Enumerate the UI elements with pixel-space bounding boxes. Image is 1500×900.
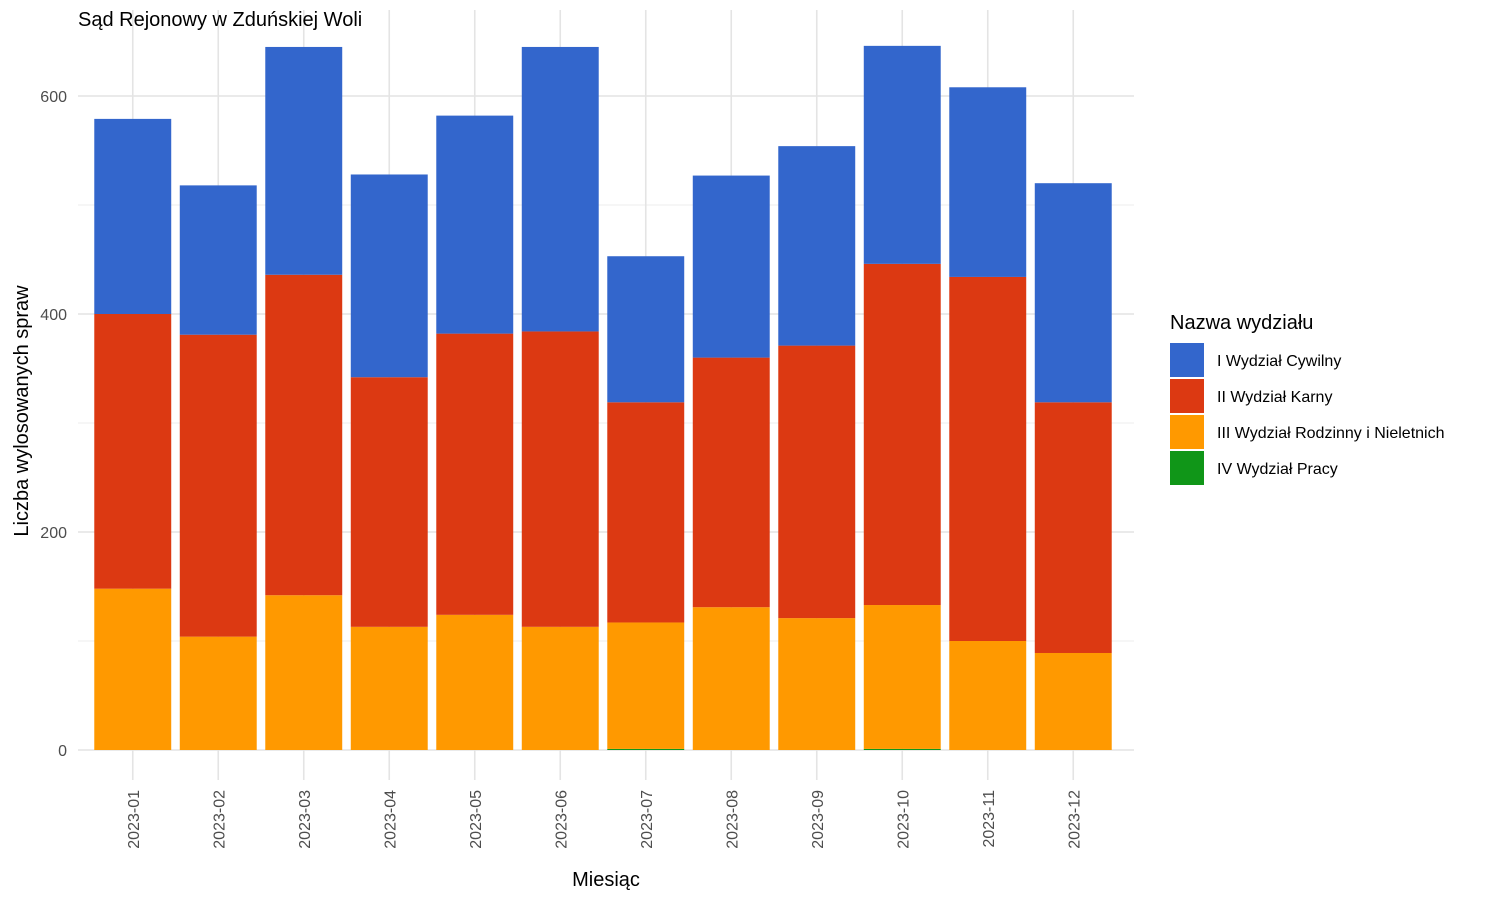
bar-segment [863,605,941,749]
x-tick-label: 2023-05 [468,790,485,849]
legend-swatch [1170,379,1204,413]
bar-segment [350,377,428,627]
bar-segment [778,345,856,619]
bar-segment [1034,402,1112,653]
legend-entry-label: II Wydział Karny [1217,389,1332,406]
bar-segment [179,334,257,637]
legend-entry-label: IV Wydział Pracy [1217,461,1338,478]
x-axis-label: Miesiąc [572,869,640,891]
bar-segment [436,614,514,750]
bar-segment [863,45,941,264]
x-tick-label: 2023-06 [553,790,570,849]
bar-segment [94,314,172,589]
bar-segment [521,46,599,332]
bar-segment [350,174,428,378]
bar-segment [692,357,770,608]
bar-segment [436,333,514,615]
bar-segment [94,588,172,750]
x-tick-labels: 2023-01 2023-02 2023-03 2023-04 2023-05 2023-… [126,790,1084,849]
x-tick-label: 2023-08 [724,790,741,849]
bar-segment [607,748,685,750]
x-tick-label: 2023-02 [211,790,228,849]
bar-segment [949,87,1027,277]
bar-segment [1034,183,1112,403]
legend-swatch [1170,415,1204,449]
y-tick-label: 0 [58,743,67,760]
bars [94,45,1112,750]
legend-entry-label: I Wydział Cywilny [1217,353,1341,370]
bar-segment [778,618,856,750]
bar-segment [179,185,257,335]
x-tick-label: 2023-04 [382,790,399,849]
bar-segment [94,118,172,314]
bar-segment [179,636,257,750]
y-tick-label: 200 [40,525,67,542]
bar-segment [692,607,770,750]
bar-segment [521,331,599,627]
bar-segment [863,748,941,750]
bar-segment [607,402,685,623]
x-tick-label: 2023-10 [895,790,912,849]
chart-title: Sąd Rejonowy w Zduńskiej Woli [78,9,362,31]
y-tick-label: 600 [40,89,67,106]
bar-segment [949,641,1027,750]
bar-segment [1034,652,1112,750]
bar-segment [436,115,514,334]
bar-segment [521,626,599,750]
y-tick-labels: 0 200 400 600 [40,89,67,760]
bar-segment [778,146,856,346]
x-tick-label: 2023-12 [1066,790,1083,849]
bar-segment [692,175,770,358]
bar-segment [607,256,685,403]
legend-entry-label: III Wydział Rodzinny i Nieletnich [1217,425,1445,442]
x-tick-label: 2023-03 [297,790,314,849]
x-tick-label: 2023-07 [639,790,656,849]
bar-segment [265,46,343,275]
x-tick-label: 2023-01 [126,790,143,849]
bar-segment [863,263,941,606]
y-tick-label: 400 [40,307,67,324]
bar-segment [949,276,1027,641]
legend-swatch [1170,451,1204,485]
legend-title: Nazwa wydziału [1170,312,1313,334]
legend-swatch [1170,343,1204,377]
bar-segment [350,626,428,750]
bar-segment [607,622,685,749]
bar-segment [265,595,343,750]
bar-segment [265,274,343,596]
x-tick-label: 2023-09 [810,790,827,849]
y-axis-label: Liczba wylosowanych spraw [11,285,33,537]
legend: Nazwa wydziału I Wydział Cywilny II Wydzi… [1170,312,1445,485]
x-tick-label: 2023-11 [981,790,998,848]
